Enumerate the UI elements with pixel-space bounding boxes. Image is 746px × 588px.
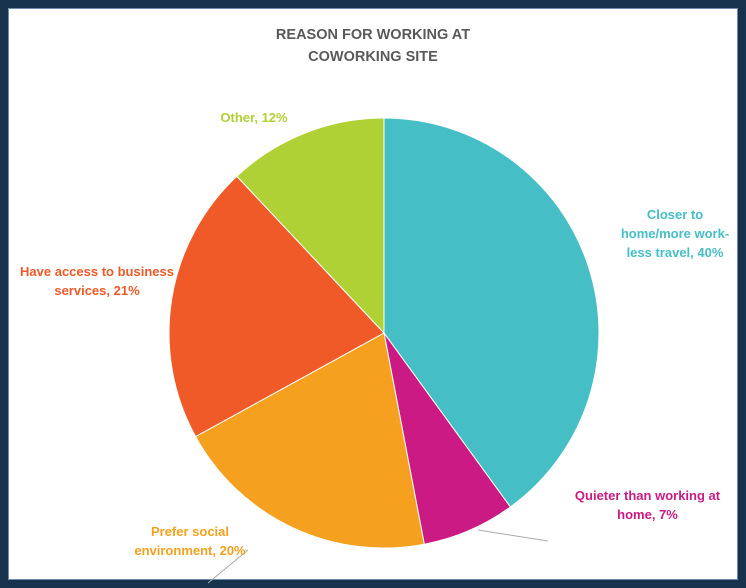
pie-slice bbox=[194, 332, 425, 549]
pie-slice bbox=[383, 117, 600, 508]
pie-slice bbox=[236, 117, 385, 335]
data-label: Quieter than working at home, 7% bbox=[574, 488, 721, 522]
data-label: Other, 12% bbox=[220, 110, 288, 125]
data-label: Prefer social environment, 20% bbox=[134, 524, 246, 558]
leader-line bbox=[207, 549, 249, 584]
leader-line bbox=[477, 529, 549, 542]
pie-slice bbox=[168, 175, 385, 438]
chart-title: REASON FOR WORKING AT COWORKING SITE bbox=[275, 27, 471, 65]
data-label: Have access to business services, 21% bbox=[20, 264, 174, 298]
data-label: Closer to home/more work-less travel, 40… bbox=[620, 207, 730, 260]
